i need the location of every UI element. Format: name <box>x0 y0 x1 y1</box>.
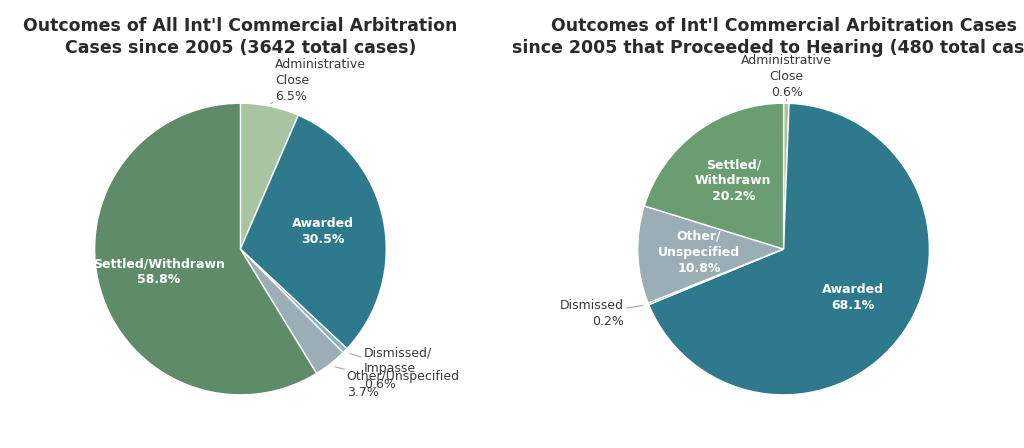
Wedge shape <box>241 249 343 374</box>
Text: Dismissed/
Impasse
0.6%: Dismissed/ Impasse 0.6% <box>350 346 432 392</box>
Text: Other/
Unspecified
10.8%: Other/ Unspecified 10.8% <box>658 230 740 275</box>
Text: Administrative
Close
0.6%: Administrative Close 0.6% <box>741 55 833 100</box>
Title: Outcomes of All Int'l Commercial Arbitration
Cases since 2005 (3642 total cases): Outcomes of All Int'l Commercial Arbitra… <box>24 17 458 57</box>
Text: Awarded
68.1%: Awarded 68.1% <box>822 283 884 312</box>
Wedge shape <box>783 103 790 249</box>
Wedge shape <box>648 249 783 305</box>
Text: Administrative
Close
6.5%: Administrative Close 6.5% <box>270 58 367 103</box>
Wedge shape <box>241 115 386 349</box>
Wedge shape <box>638 206 783 303</box>
Text: Dismissed
0.2%: Dismissed 0.2% <box>560 299 643 328</box>
Text: Awarded
30.5%: Awarded 30.5% <box>292 217 354 246</box>
Text: Other/Unspecified
3.7%: Other/Unspecified 3.7% <box>335 367 460 399</box>
Wedge shape <box>241 249 347 353</box>
Wedge shape <box>94 103 316 395</box>
Text: Settled/Withdrawn
58.8%: Settled/Withdrawn 58.8% <box>93 258 225 286</box>
Wedge shape <box>644 103 783 249</box>
Title: Outcomes of Int'l Commercial Arbitration Cases
since 2005 that Proceeded to Hear: Outcomes of Int'l Commercial Arbitration… <box>512 17 1024 57</box>
Wedge shape <box>649 103 930 395</box>
Wedge shape <box>241 103 298 249</box>
Text: Settled/
Withdrawn
20.2%: Settled/ Withdrawn 20.2% <box>695 159 772 203</box>
